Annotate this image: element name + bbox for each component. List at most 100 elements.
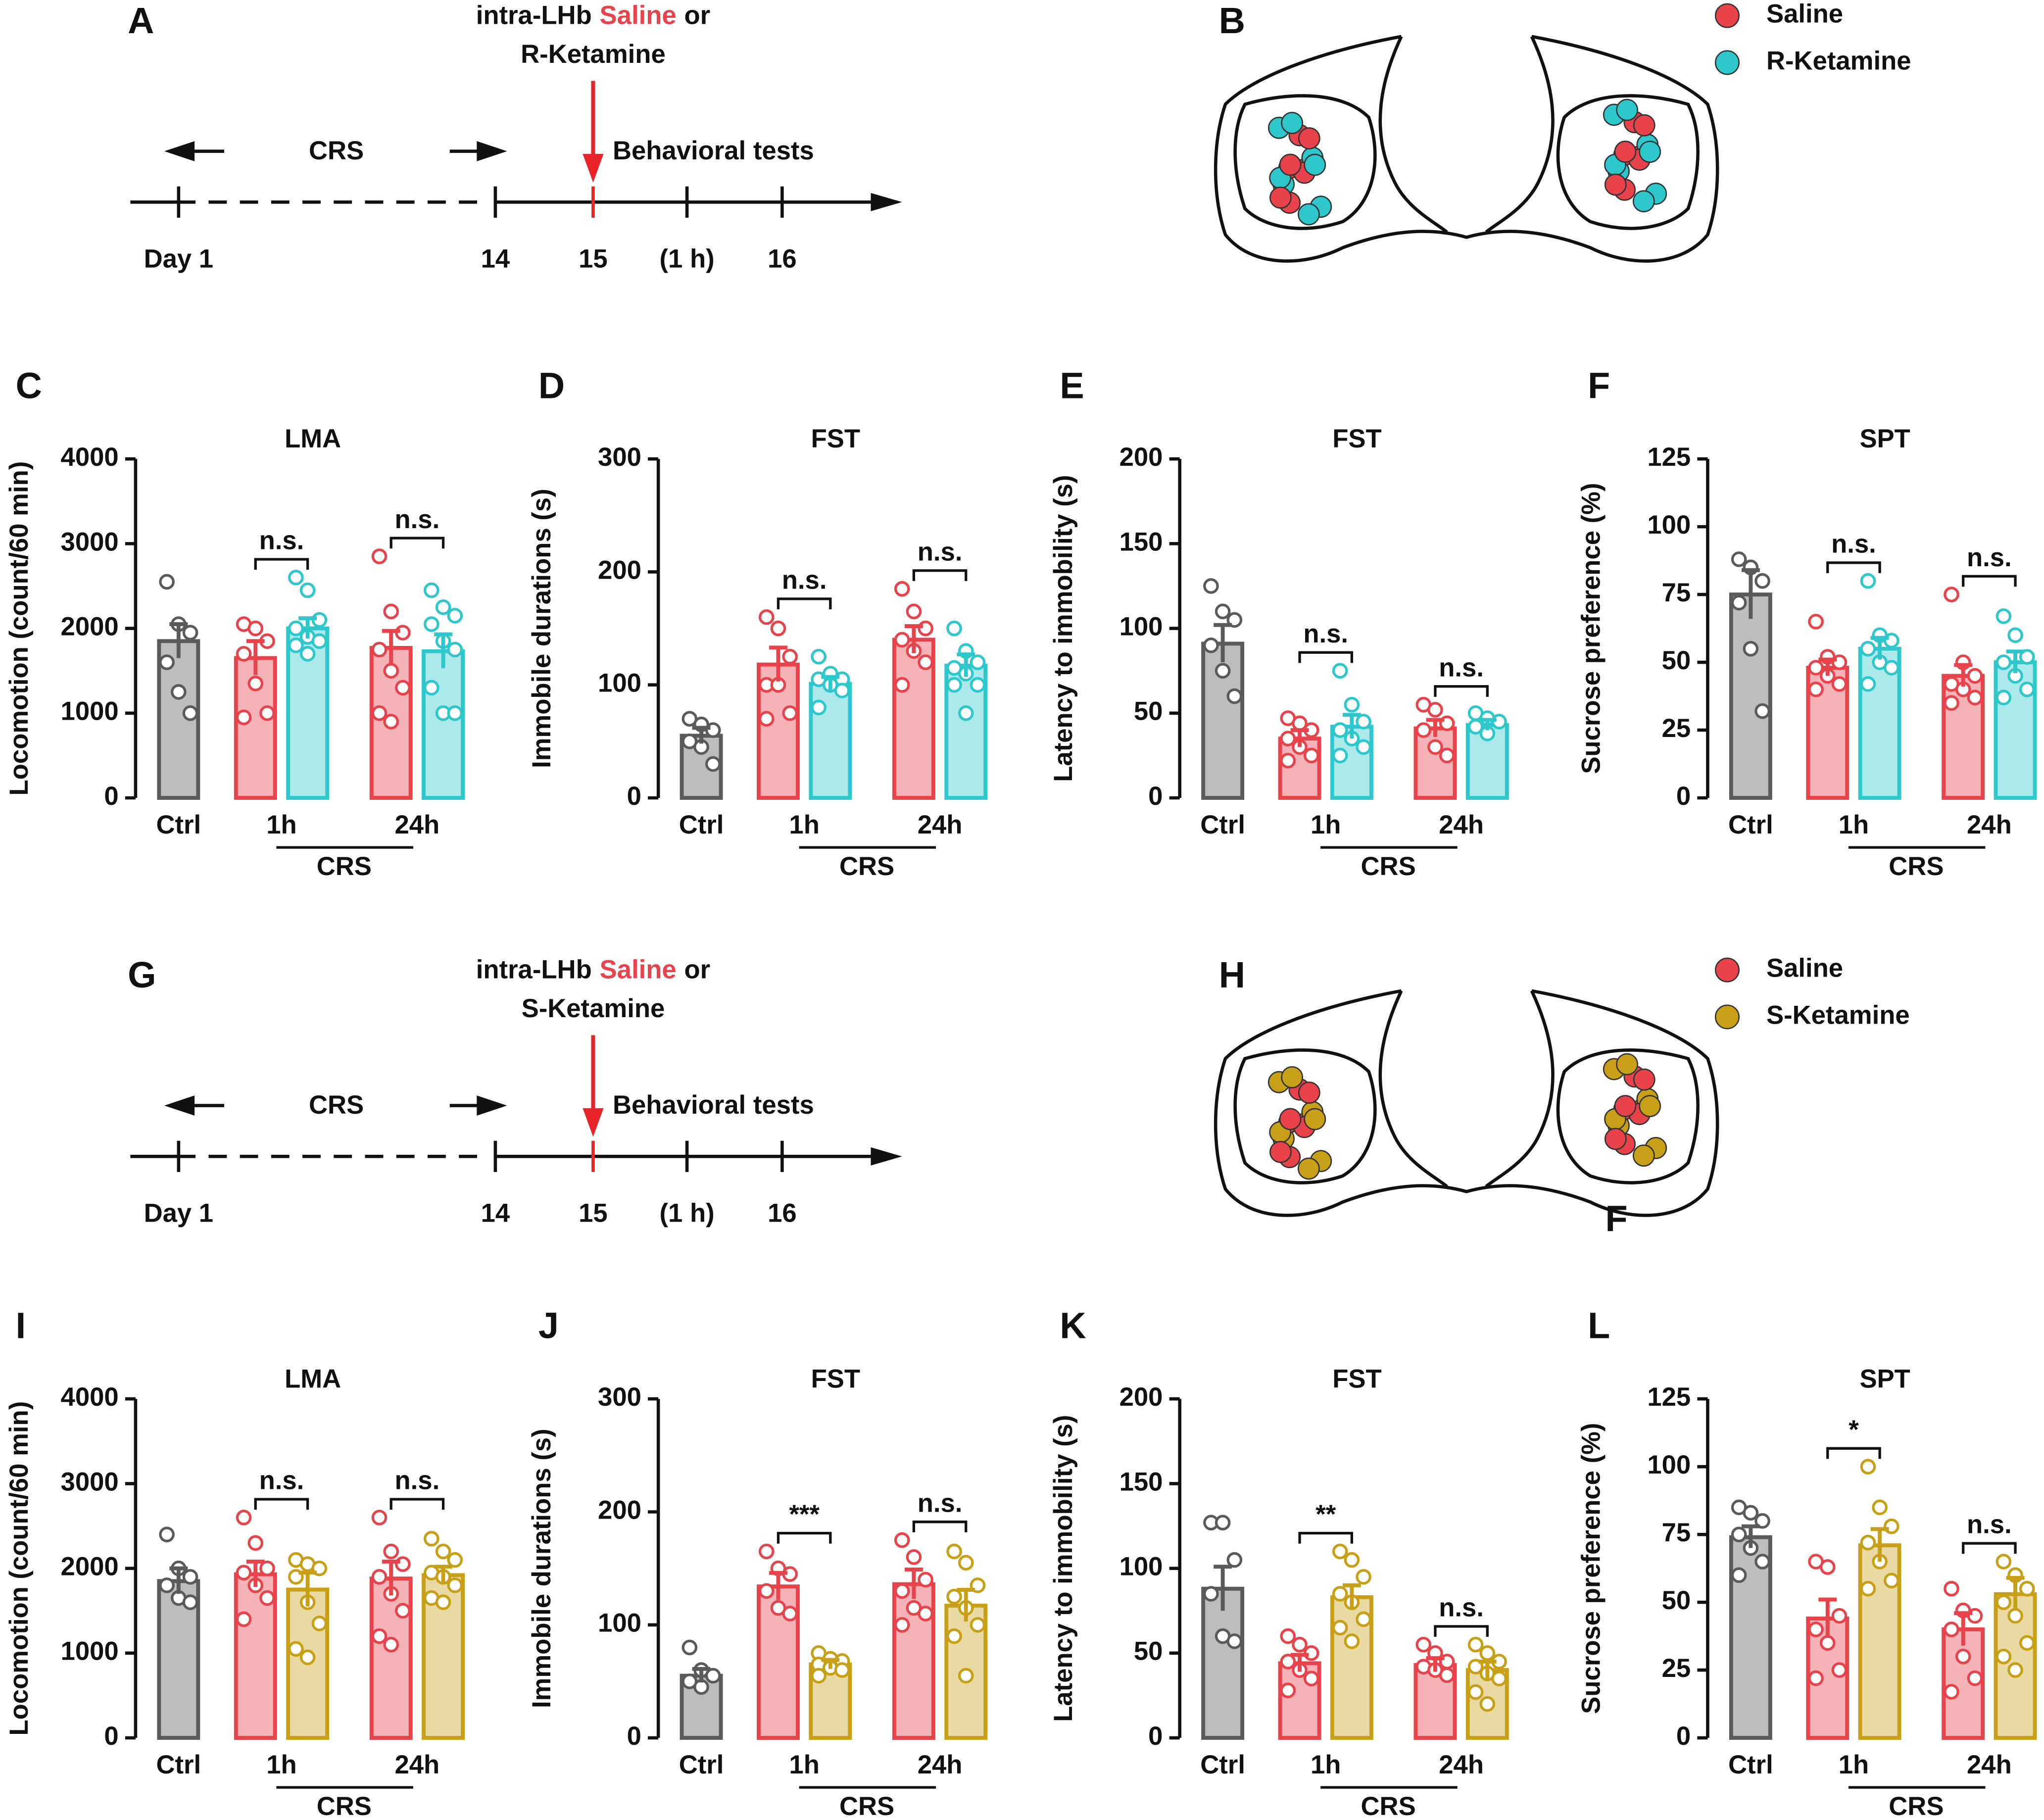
- x-tick-label: Ctrl: [1728, 810, 1773, 839]
- data-point: [447, 705, 463, 721]
- data-point: [946, 620, 962, 637]
- group-label: CRS: [317, 852, 372, 881]
- error-bar: [904, 1567, 923, 1599]
- y-axis-label: Latency to immobility (s): [1049, 1415, 1078, 1722]
- x-tick-label: 1h: [1311, 1750, 1341, 1779]
- injection-site: [1633, 1068, 1655, 1091]
- injection-site: [1639, 141, 1661, 163]
- data-point: [159, 1577, 175, 1593]
- data-point: [1427, 702, 1443, 718]
- significance-bracket: [1962, 575, 2017, 587]
- data-point: [1415, 1636, 1432, 1653]
- data-point: [811, 1668, 827, 1684]
- chart-title: FST: [811, 1364, 860, 1393]
- data-point: [236, 1611, 252, 1627]
- data-point: [1226, 688, 1243, 704]
- panel-label: J: [538, 1305, 559, 1346]
- data-point: [447, 608, 463, 624]
- significance-label: n.s.: [1967, 1510, 2012, 1539]
- error-bar: [1478, 1660, 1497, 1679]
- data-point: [371, 705, 388, 721]
- data-point: [288, 1641, 304, 1657]
- data-point: [1808, 1622, 1824, 1637]
- significance-label: *: [1849, 1415, 1859, 1444]
- injection-site: [1604, 173, 1627, 196]
- x-tick-label: 24h: [1967, 810, 2012, 839]
- data-point: [1280, 731, 1296, 746]
- chart-title: FST: [1332, 424, 1381, 453]
- data-point: [918, 1606, 933, 1622]
- injection-site: [1633, 114, 1655, 137]
- legend-marker: [1714, 957, 1740, 983]
- data-point: [894, 1532, 910, 1548]
- data-point: [424, 616, 439, 632]
- data-point: [247, 1535, 264, 1551]
- y-tick-label: 1000: [61, 1637, 119, 1666]
- injection-site: [1269, 1140, 1292, 1163]
- data-point: [299, 1649, 316, 1666]
- data-point: [1872, 1499, 1888, 1516]
- data-point: [2019, 1580, 2035, 1597]
- data-point: [371, 548, 388, 564]
- data-point: [894, 581, 910, 597]
- error-bar: [1342, 1583, 1361, 1609]
- data-point: [958, 1555, 974, 1571]
- drug: R-Ketamine: [521, 40, 666, 69]
- injection-site: [1632, 1144, 1655, 1167]
- data-point: [946, 1588, 962, 1605]
- data-point: [2007, 1662, 2023, 1678]
- data-point: [1995, 608, 2012, 624]
- data-point: [970, 1617, 986, 1633]
- significance-label: n.s.: [1439, 1593, 1484, 1623]
- y-axis-label: Locomotion (count/60 min): [4, 1401, 34, 1736]
- data-point: [970, 654, 986, 670]
- data-point: [1944, 1684, 1959, 1700]
- data-point: [1439, 1667, 1455, 1683]
- data-point: [946, 1628, 962, 1644]
- y-tick-label: 0: [1148, 1722, 1163, 1751]
- data-point: [758, 1583, 775, 1599]
- error-bar: [1954, 663, 1973, 687]
- data-point: [1344, 696, 1360, 713]
- group-label: CRS: [1889, 1792, 1944, 1820]
- x-tick-label: Ctrl: [156, 810, 201, 839]
- x-tick-label: Ctrl: [156, 1750, 201, 1779]
- y-axis-label: Sucrose preference (%): [1577, 1423, 1606, 1714]
- y-tick-label: 200: [598, 555, 641, 585]
- data-point: [1356, 1611, 1371, 1627]
- data-point: [288, 620, 304, 637]
- significance-bracket: [912, 1521, 968, 1532]
- injection-site: [1304, 153, 1326, 176]
- day-label: 14: [481, 245, 510, 274]
- data-point: [894, 632, 910, 648]
- significance-label: n.s.: [1303, 619, 1348, 648]
- data-point: [259, 1560, 275, 1576]
- data-point: [182, 625, 198, 640]
- legend-label: Saline: [1766, 0, 1843, 29]
- data-point: [288, 570, 304, 586]
- data-point: [395, 1603, 411, 1619]
- injection-site: [1632, 190, 1655, 212]
- y-tick-label: 25: [1662, 714, 1691, 743]
- data-point: [1280, 1654, 1296, 1670]
- data-point: [1215, 1515, 1231, 1530]
- data-point: [918, 1572, 933, 1588]
- data-point: [1884, 1573, 1899, 1589]
- panel-label: L: [1588, 1305, 1610, 1346]
- significance-label: n.s.: [782, 566, 827, 595]
- drug: S-Ketamine: [522, 994, 665, 1023]
- data-point: [1303, 747, 1319, 764]
- data-point: [159, 574, 175, 590]
- day-label: (1 h): [660, 245, 715, 274]
- y-tick-label: 25: [1662, 1654, 1691, 1683]
- x-tick-label: 1h: [789, 810, 819, 839]
- data-point: [435, 1594, 451, 1610]
- conjunction: or: [684, 0, 710, 30]
- data-point: [2019, 682, 2035, 697]
- significance-bracket: [389, 1498, 445, 1510]
- saline: Saline: [600, 0, 677, 30]
- significance-label: n.s.: [259, 526, 304, 555]
- panel-label: I: [16, 1305, 26, 1346]
- day-label: 16: [768, 245, 797, 274]
